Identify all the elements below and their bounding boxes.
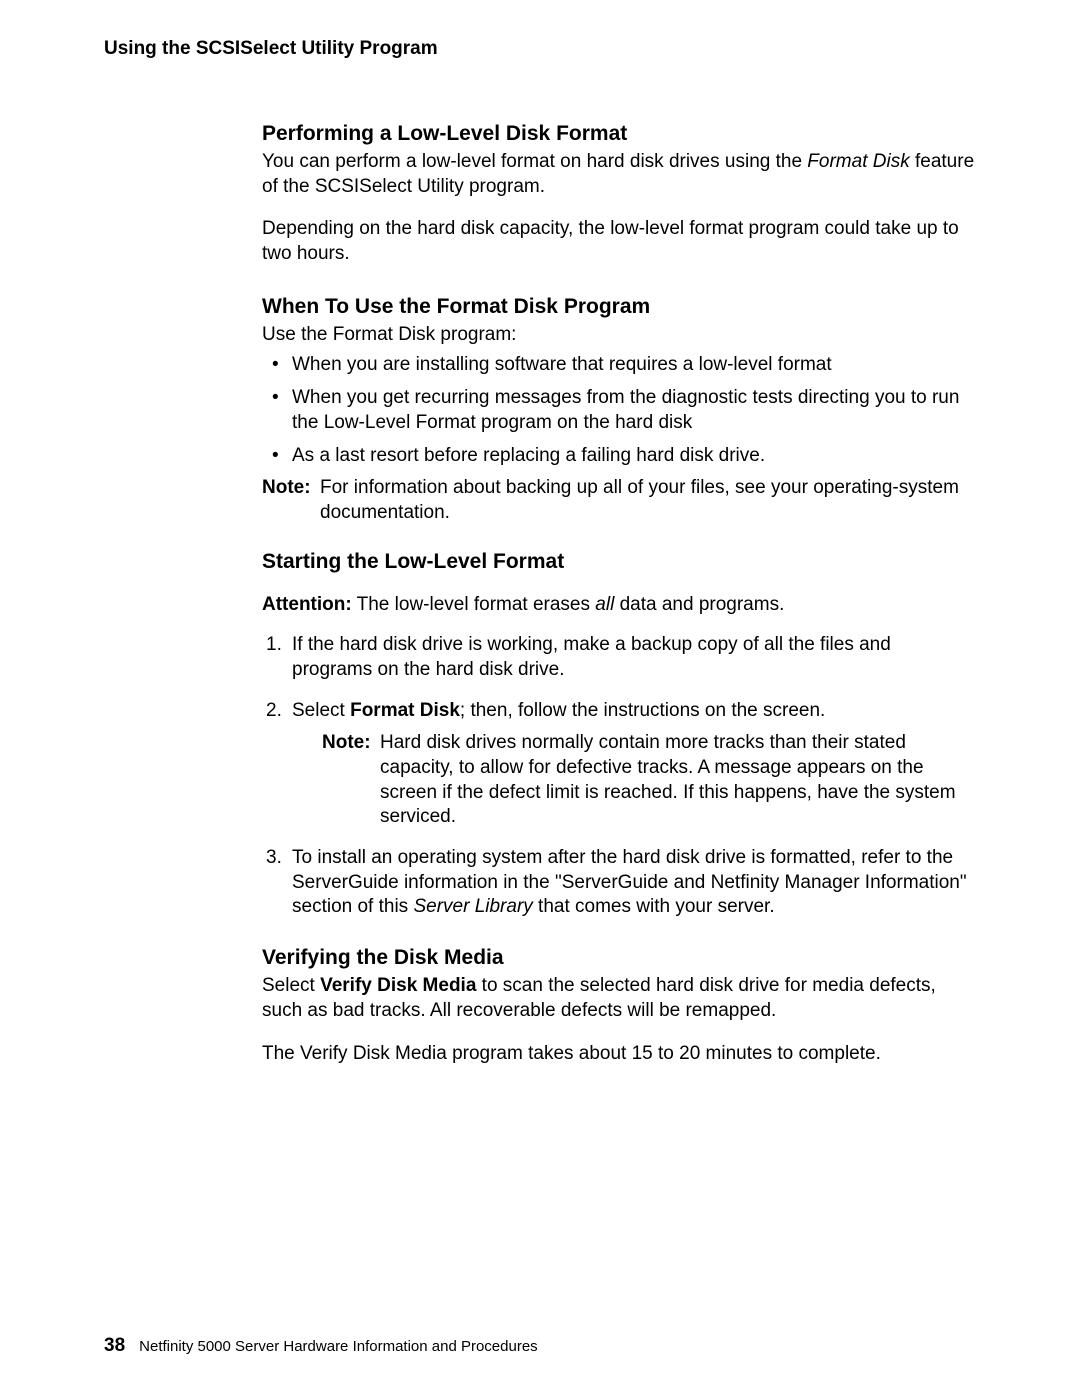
- text: The low-level format erases: [352, 594, 596, 615]
- main-content: Performing a Low-Level Disk Format You c…: [262, 122, 976, 1066]
- step-backup: If the hard disk drive is working, make …: [262, 633, 976, 682]
- note-tracks: Note: Hard disk drives normally contain …: [322, 731, 976, 830]
- list-item: When you are installing software that re…: [262, 353, 976, 378]
- text: Select: [292, 700, 350, 721]
- bullet-list-when: When you are installing software that re…: [262, 353, 976, 468]
- page-number: 38: [104, 1335, 125, 1356]
- footer-text: Netfinity 5000 Server Hardware Informati…: [139, 1338, 538, 1355]
- italic-format-disk: Format Disk: [807, 151, 909, 172]
- attention-label: Attention:: [262, 594, 352, 615]
- note-text: Hard disk drives normally contain more t…: [380, 731, 976, 830]
- heading-when-to-use: When To Use the Format Disk Program: [262, 295, 976, 319]
- italic-server-library: Server Library: [413, 896, 532, 917]
- italic-all: all: [595, 594, 614, 615]
- heading-verifying-media: Verifying the Disk Media: [262, 946, 976, 970]
- text: that comes with your server.: [533, 896, 775, 917]
- step-select-format: Select Format Disk; then, follow the ins…: [262, 699, 976, 830]
- heading-performing-format: Performing a Low-Level Disk Format: [262, 122, 976, 146]
- para-verify-time: The Verify Disk Media program takes abou…: [262, 1042, 976, 1067]
- note-backup: Note: For information about backing up a…: [262, 476, 976, 525]
- para-format-intro: You can perform a low-level format on ha…: [262, 150, 976, 199]
- para-format-time: Depending on the hard disk capacity, the…: [262, 217, 976, 266]
- text: data and programs.: [614, 594, 784, 615]
- running-header: Using the SCSISelect Utility Program: [104, 38, 976, 60]
- list-item: As a last resort before replacing a fail…: [262, 444, 976, 469]
- list-item: When you get recurring messages from the…: [262, 386, 976, 435]
- heading-starting-format: Starting the Low-Level Format: [262, 550, 976, 574]
- bold-verify-disk: Verify Disk Media: [320, 975, 476, 996]
- text: You can perform a low-level format on ha…: [262, 151, 807, 172]
- bold-format-disk: Format Disk: [350, 700, 460, 721]
- step-install-os: To install an operating system after the…: [262, 846, 976, 920]
- note-label: Note:: [322, 731, 380, 830]
- text: Select: [262, 975, 320, 996]
- note-text: For information about backing up all of …: [320, 476, 976, 525]
- attention-erase: Attention: The low-level format erases a…: [262, 593, 976, 618]
- note-label: Note:: [262, 476, 320, 525]
- para-use-intro: Use the Format Disk program:: [262, 323, 976, 348]
- text: ; then, follow the instructions on the s…: [460, 700, 825, 721]
- ordered-steps: If the hard disk drive is working, make …: [262, 633, 976, 920]
- para-verify-select: Select Verify Disk Media to scan the sel…: [262, 974, 976, 1023]
- page-footer: 38 Netfinity 5000 Server Hardware Informa…: [104, 1335, 538, 1357]
